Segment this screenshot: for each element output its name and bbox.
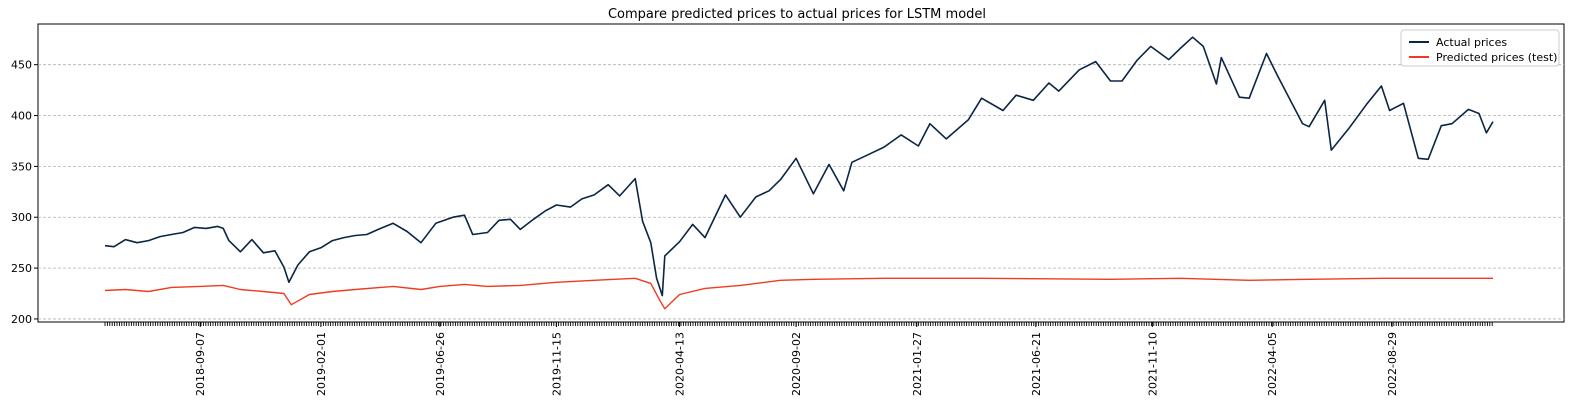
x-tick-label: 2022-08-29 <box>1386 332 1399 396</box>
y-tick-label: 250 <box>11 262 32 275</box>
y-axis: 200 250 300 350 400 450 <box>11 59 38 326</box>
y-tick-label: 350 <box>11 160 32 173</box>
x-tick-label: 2020-04-13 <box>674 332 687 396</box>
y-tick-label: 450 <box>11 59 32 72</box>
x-tick-label: 2021-01-27 <box>911 332 924 396</box>
x-tick-label: 2020-09-02 <box>790 332 803 396</box>
legend-label-actual: Actual prices <box>1436 36 1507 49</box>
y-tick-label: 400 <box>11 110 32 123</box>
series-layer <box>104 36 1494 310</box>
legend-box <box>1400 29 1560 67</box>
gridlines <box>38 64 1564 320</box>
plot-frame <box>37 23 1565 323</box>
x-axis: 2018-09-07 2019-02-01 2019-06-26 2019-11-15… <box>104 322 1493 396</box>
legend-label-predicted: Predicted prices (test) <box>1436 51 1557 64</box>
series-line-actual <box>104 36 1494 297</box>
x-tick-label: 2019-11-15 <box>550 332 563 396</box>
x-tick-label: 2019-02-01 <box>315 332 328 396</box>
x-tick-label: 2019-06-26 <box>434 332 447 396</box>
y-tick-label: 300 <box>11 211 32 224</box>
x-tick-label: 2018-09-07 <box>194 332 207 396</box>
x-tick-label: 2022-04-05 <box>1266 332 1279 396</box>
x-tick-label: 2021-11-10 <box>1146 332 1159 396</box>
y-tick-label: 200 <box>11 313 32 326</box>
chart-title: Compare predicted prices to actual price… <box>608 7 986 22</box>
legend: Actual prices Predicted prices (test) <box>1400 29 1560 67</box>
x-tick-label: 2021-06-21 <box>1030 332 1043 396</box>
x-minor-ticks <box>104 322 1493 326</box>
series-line-predicted <box>104 277 1493 310</box>
